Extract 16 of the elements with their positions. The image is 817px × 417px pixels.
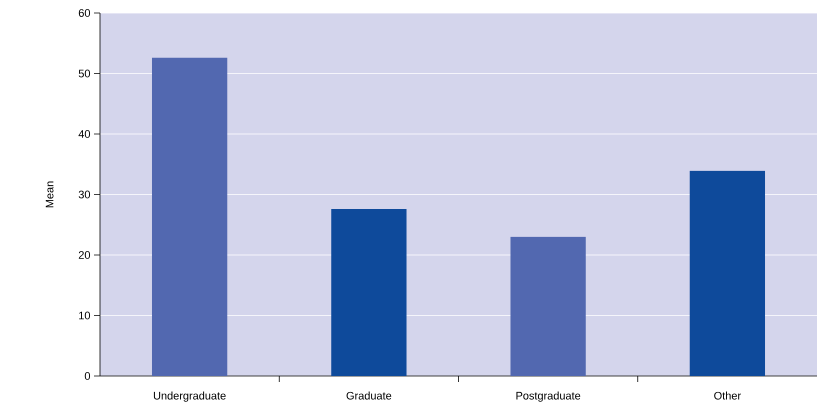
bar [690,170,766,376]
x-tick-label: Postgraduate [516,392,580,402]
y-tick-label: 60 [78,9,90,17]
x-tick-label: Undergraduate [154,392,226,402]
y-tick-label: 10 [79,312,90,320]
y-tick-label: 20 [78,251,90,259]
y-tick-label: 0 [84,372,90,380]
y-tick-label: 40 [78,130,90,138]
x-tick-label: Graduate [346,392,392,400]
y-axis-title: Mean [46,182,54,208]
y-tick-label: 50 [78,70,90,78]
y-tick-label: 30 [78,190,90,198]
bar [152,58,228,376]
x-tick-label: Other [714,392,741,400]
bar [510,236,586,376]
bar [331,209,407,376]
